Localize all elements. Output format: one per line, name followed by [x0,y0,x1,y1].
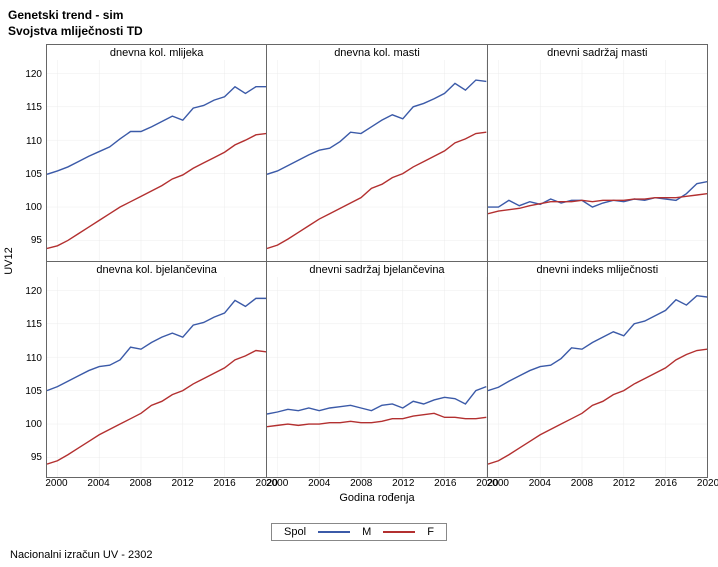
x-axis-area: 2000200420082012201620202000200420082012… [46,478,708,518]
panel-plot [488,60,707,261]
footer-text: Nacionalni izračun UV - 2302 [10,549,152,561]
x-tick-label: 2012 [392,478,414,489]
x-tick-label: 2000 [266,478,288,489]
series-m [267,80,486,174]
y-tick-label: 110 [16,136,42,147]
x-tick-label: 2008 [129,478,151,489]
x-tick-label: 2004 [87,478,109,489]
y-tick-label: 115 [16,319,42,330]
legend-title: Spol [284,526,306,538]
series-m [488,182,707,207]
series-m [47,298,266,390]
title-line-1: Genetski trend - sim [8,8,710,24]
chart-root: Genetski trend - sim Svojstva mliječnost… [0,0,718,567]
x-tick-label: 2012 [613,478,635,489]
panel-title: dnevni indeks mliječnosti [488,262,707,277]
legend-swatch-f [383,531,415,533]
panel-mlijeka: dnevna kol. mlijeka [47,45,266,261]
x-axis-ticks: 2000200420082012201620202000200420082012… [46,478,708,490]
legend-label-f: F [427,526,434,538]
y-tick-label: 110 [16,353,42,364]
x-tick-label: 2020 [697,478,718,489]
panel-plot [488,277,707,478]
x-tick-label: 2004 [529,478,551,489]
x-tick-label: 2000 [487,478,509,489]
panel-masti: dnevna kol. masti [266,45,486,261]
panel-sadrzaj_bjelan: dnevni sadržaj bjelančevina [266,262,486,478]
y-tick-label: 100 [16,202,42,213]
series-f [267,413,486,426]
y-tick-label: 115 [16,102,42,113]
panel-plot [267,60,486,261]
x-tick-label: 2004 [308,478,330,489]
y-axis-label: UV12 [2,44,16,478]
panel-grid: dnevna kol. mlijekadnevna kol. mastidnev… [46,44,708,478]
series-f [488,194,707,214]
y-tick-label: 120 [16,69,42,80]
y-tick-label: 95 [16,452,42,463]
panel-title: dnevni sadržaj masti [488,45,707,60]
series-f [47,134,266,249]
legend-label-m: M [362,526,371,538]
panel-plot [267,277,486,478]
x-tick-label: 2016 [214,478,236,489]
title-line-2: Svojstva mliječnosti TD [8,24,710,40]
panel-title: dnevna kol. mlijeka [47,45,266,60]
panel-indeks: dnevni indeks mliječnosti [487,262,707,478]
x-tick-label: 2008 [350,478,372,489]
legend: Spol M F [0,523,718,541]
series-f [47,350,266,464]
panel-plot [47,277,266,478]
y-tick-label: 105 [16,169,42,180]
y-axis-ticks: 95 100 105 110 115 120 95 100 105 110 115 120 [16,44,44,478]
x-tick-label: 2012 [171,478,193,489]
series-m [488,295,707,390]
panel-bjelancevina: dnevna kol. bjelančevina [47,262,266,478]
x-tick-label: 2016 [434,478,456,489]
panel-title: dnevna kol. masti [267,45,486,60]
series-f [488,349,707,464]
series-f [267,132,486,248]
x-tick-label: 2008 [571,478,593,489]
legend-box: Spol M F [271,523,447,541]
panel-plot [47,60,266,261]
panel-title: dnevna kol. bjelančevina [47,262,266,277]
x-tick-label: 2000 [45,478,67,489]
x-axis-label: Godina rođenja [46,492,708,504]
chart-title: Genetski trend - sim Svojstva mliječnost… [8,8,710,39]
legend-swatch-m [318,531,350,533]
y-tick-label: 95 [16,235,42,246]
panel-sadrzaj_masti: dnevni sadržaj masti [487,45,707,261]
x-tick-label: 2016 [655,478,677,489]
y-tick-label: 105 [16,386,42,397]
panel-title: dnevni sadržaj bjelančevina [267,262,486,277]
y-tick-label: 120 [16,286,42,297]
y-tick-label: 100 [16,419,42,430]
series-m [47,87,266,175]
